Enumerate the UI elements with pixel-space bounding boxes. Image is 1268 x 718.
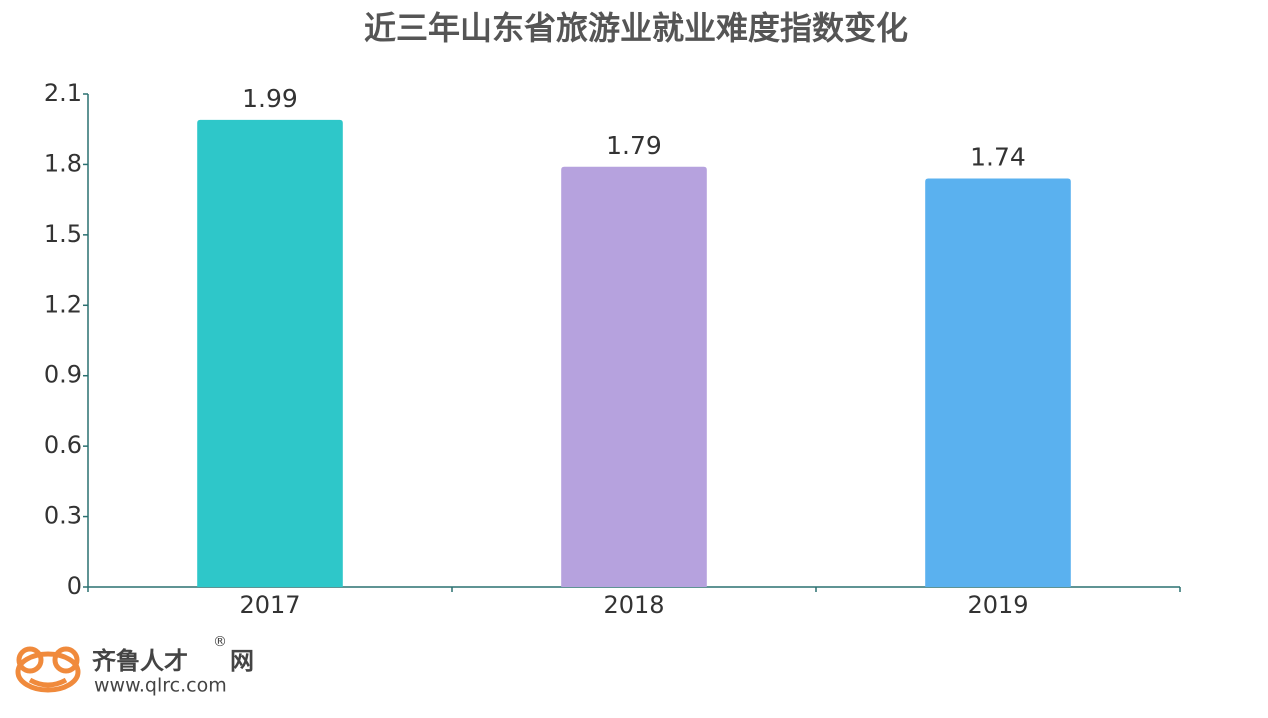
data-label: 1.79	[606, 131, 662, 160]
x-tick-label: 2019	[967, 591, 1028, 619]
y-tick-label: 0.6	[44, 431, 82, 459]
y-tick-label: 2.1	[44, 79, 82, 107]
bar	[561, 166, 707, 587]
chart-title: 近三年山东省旅游业就业难度指数变化	[364, 9, 908, 47]
y-tick-label: 0.3	[44, 502, 82, 530]
x-tick-label: 2017	[239, 591, 300, 619]
bar	[925, 178, 1071, 587]
y-tick-label: 1.8	[44, 149, 82, 177]
logo-url: www.qlrc.com	[94, 675, 227, 697]
bar	[197, 119, 343, 588]
x-tick-label: 2018	[603, 591, 664, 619]
y-tick-label: 1.5	[44, 220, 82, 248]
logo: 齐鲁人才 ® 网 www.qlrc.com	[15, 634, 254, 697]
data-label: 1.74	[970, 143, 1026, 172]
logo-icon	[15, 646, 81, 693]
y-tick-label: 1.2	[44, 290, 82, 318]
logo-mark: ®	[213, 634, 227, 650]
y-tick-label: 0	[67, 572, 82, 600]
data-label: 1.99	[242, 84, 298, 113]
logo-name: 齐鲁人才	[92, 647, 188, 675]
y-tick-label: 0.9	[44, 361, 82, 389]
logo-suffix: 网	[230, 647, 254, 675]
